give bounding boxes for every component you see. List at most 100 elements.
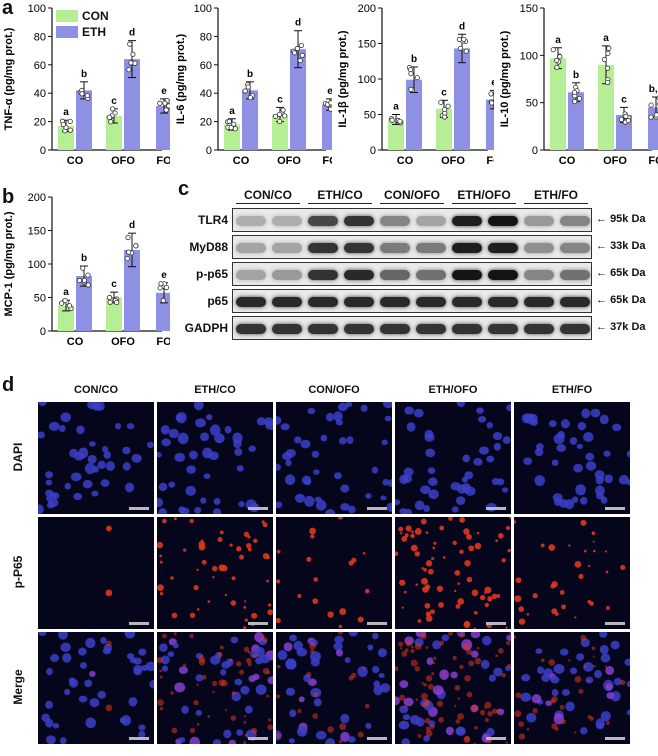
scale-bar bbox=[486, 622, 506, 625]
p65-signal bbox=[457, 713, 465, 720]
significance-letter: e bbox=[491, 77, 494, 88]
p65-signal bbox=[395, 551, 399, 557]
p65-signal bbox=[217, 651, 223, 658]
blot-group-underline bbox=[308, 203, 372, 204]
data-point bbox=[653, 112, 658, 118]
if-micrograph-canvas bbox=[276, 632, 391, 744]
data-point bbox=[60, 121, 66, 128]
bar bbox=[486, 99, 494, 150]
nucleus bbox=[462, 454, 471, 463]
nucleus bbox=[486, 727, 495, 737]
p65-signal bbox=[415, 583, 418, 586]
p65-signal bbox=[436, 700, 444, 707]
group-label: CO bbox=[67, 155, 84, 167]
blot-band bbox=[380, 297, 410, 307]
if-micrograph bbox=[38, 402, 154, 514]
bar bbox=[76, 90, 92, 150]
p65-signal bbox=[414, 643, 422, 650]
nucleus bbox=[337, 402, 348, 412]
nucleus bbox=[102, 446, 109, 453]
nucleus bbox=[248, 675, 256, 683]
p65-signal bbox=[267, 603, 272, 607]
data-point bbox=[276, 111, 283, 118]
nucleus bbox=[395, 499, 401, 506]
bar bbox=[322, 104, 332, 150]
p65-signal bbox=[327, 726, 334, 733]
nucleus bbox=[340, 484, 350, 493]
p65-signal bbox=[244, 618, 248, 622]
nucleus bbox=[324, 508, 336, 514]
y-tick-label: 0 bbox=[370, 145, 376, 157]
p65-signal bbox=[410, 544, 418, 552]
mcp1-chart: 0 50 100 150 200 MCP-1 (pg/mg prot.) CO OFO FO a b… bbox=[3, 192, 170, 348]
nucleus bbox=[565, 701, 575, 712]
data-point bbox=[550, 47, 556, 53]
p65-signal bbox=[297, 709, 302, 713]
data-point bbox=[128, 60, 134, 66]
nucleus bbox=[46, 495, 53, 502]
p65-signal bbox=[495, 654, 499, 658]
p65-signal bbox=[243, 626, 247, 629]
data-point bbox=[414, 75, 420, 81]
nucleus bbox=[455, 496, 466, 506]
data-point bbox=[245, 84, 251, 90]
data-point bbox=[163, 107, 169, 113]
blot-band bbox=[236, 270, 266, 280]
nucleus bbox=[599, 632, 608, 638]
p65-signal bbox=[495, 539, 499, 543]
nucleus bbox=[409, 715, 420, 725]
blot-strip bbox=[232, 262, 592, 286]
p65-signal bbox=[466, 533, 472, 540]
nucleus bbox=[325, 412, 334, 422]
data-point bbox=[133, 243, 139, 249]
significance-letter: b bbox=[573, 70, 579, 81]
p65-signal bbox=[157, 541, 163, 549]
p65-signal bbox=[337, 632, 343, 635]
data-point bbox=[58, 300, 65, 306]
nucleus bbox=[477, 415, 487, 423]
nucleus bbox=[493, 667, 503, 677]
p65-signal bbox=[276, 579, 281, 584]
y-tick-label: 20 bbox=[34, 117, 46, 129]
nucleus bbox=[52, 492, 60, 500]
p65-signal bbox=[421, 682, 424, 685]
p65-signal bbox=[515, 577, 522, 584]
p65-signal bbox=[487, 711, 493, 717]
nucleus bbox=[553, 663, 565, 674]
nucleus bbox=[48, 421, 60, 431]
p65-signal bbox=[410, 533, 415, 539]
p65-signal bbox=[466, 691, 473, 698]
blot-band bbox=[416, 297, 446, 307]
nucleus bbox=[105, 461, 115, 471]
nucleus bbox=[575, 484, 586, 496]
p65-signal bbox=[414, 666, 421, 672]
nucleus bbox=[569, 667, 578, 675]
nucleus bbox=[506, 634, 511, 641]
p65-signal bbox=[605, 570, 609, 574]
p65-signal bbox=[473, 610, 478, 615]
p65-signal bbox=[431, 557, 435, 561]
p65-signal bbox=[162, 518, 167, 524]
p65-signal bbox=[421, 567, 424, 570]
blot-strip bbox=[232, 316, 592, 340]
p65-signal bbox=[212, 565, 218, 572]
data-point bbox=[67, 118, 73, 125]
p65-signal bbox=[230, 600, 237, 606]
p65-signal bbox=[514, 520, 517, 524]
p65-signal bbox=[474, 542, 482, 550]
nucleus bbox=[338, 437, 347, 445]
blot-band bbox=[452, 297, 482, 307]
nucleus bbox=[296, 726, 308, 737]
data-point bbox=[166, 103, 170, 109]
if-micrograph-canvas bbox=[276, 517, 370, 629]
p65-signal bbox=[574, 616, 577, 619]
y-tick-label: 60 bbox=[34, 60, 46, 72]
nucleus bbox=[333, 411, 343, 422]
p65-signal bbox=[339, 608, 347, 616]
blot-strip bbox=[232, 208, 592, 232]
nucleus bbox=[404, 508, 413, 514]
p65-signal bbox=[479, 709, 486, 716]
data-point bbox=[328, 100, 332, 106]
nucleus bbox=[50, 654, 60, 662]
p65-signal bbox=[212, 576, 215, 579]
